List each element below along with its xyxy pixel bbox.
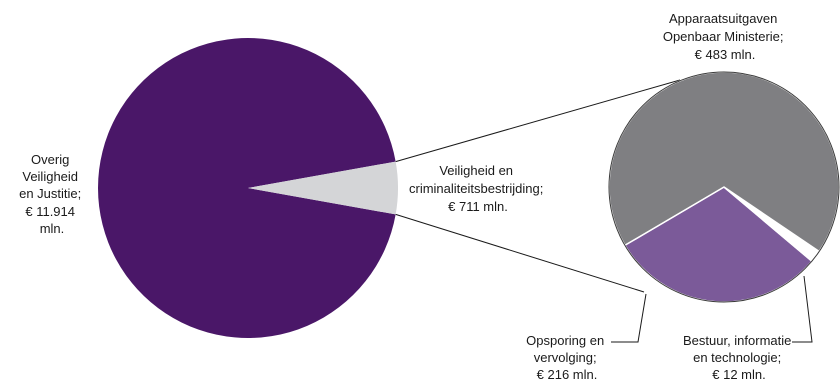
connector-top bbox=[395, 79, 681, 163]
detail-pie-outline bbox=[608, 71, 840, 303]
connector-lines bbox=[395, 79, 681, 293]
slice-overig bbox=[98, 38, 396, 339]
slice-veiligheid bbox=[248, 161, 399, 215]
label-apparaatsuitgaven: Apparaatsuitgaven Openbaar Ministerie; €… bbox=[663, 11, 787, 62]
main-pie bbox=[98, 38, 399, 339]
label-overig: Overig Veiligheid en Justitie; € 11.914 … bbox=[19, 152, 85, 236]
label-bestuur: Bestuur, informatie en technologie; € 12… bbox=[683, 333, 795, 382]
leader-opsporing bbox=[611, 293, 647, 343]
detail-pie bbox=[608, 71, 840, 303]
leader-lines bbox=[611, 275, 813, 343]
label-veiligheid: Veiligheid en criminaliteitsbestrijding;… bbox=[409, 163, 547, 214]
label-opsporing: Opsporing en vervolging; € 216 mln. bbox=[526, 333, 608, 382]
connector-bottom bbox=[395, 213, 645, 293]
leader-bestuur bbox=[792, 275, 813, 343]
